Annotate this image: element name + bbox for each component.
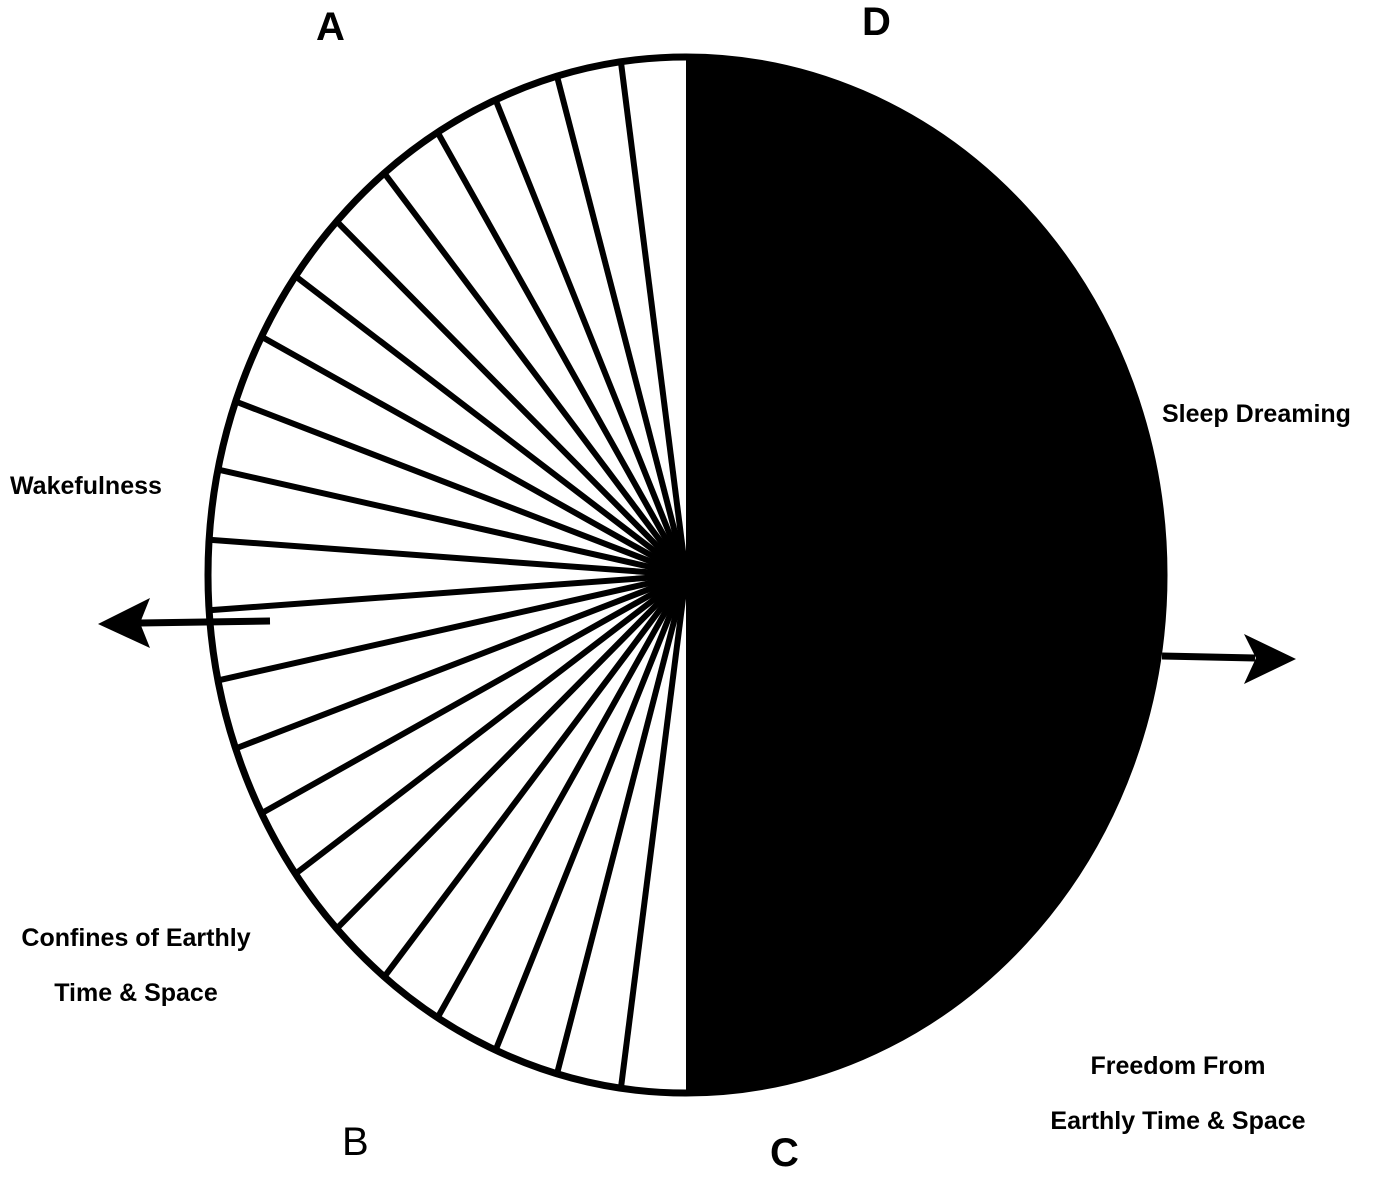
- dark-half: [686, 57, 1164, 1093]
- spoke-line: [293, 572, 688, 877]
- left-arrow: [98, 598, 271, 648]
- spoke-line: [260, 334, 688, 578]
- freedom-label: Freedom From Earthly Time & Space: [1036, 1039, 1320, 1149]
- spoke-line: [293, 273, 688, 578]
- spoke-line: [434, 130, 689, 577]
- spoke-line: [234, 572, 688, 752]
- spoke-line: [260, 572, 688, 816]
- letter-c: C: [770, 1131, 799, 1175]
- confines-label: Confines of Earthly Time & Space: [6, 911, 266, 1021]
- wakefulness-label: Wakefulness: [10, 472, 162, 500]
- spoke-line: [234, 398, 688, 578]
- circle-figure: [204, 53, 1168, 1097]
- wakefulness-spokes: [208, 61, 689, 1089]
- spoke-line: [217, 572, 687, 684]
- letter-b: B: [342, 1120, 369, 1164]
- right-arrow: [1161, 634, 1296, 684]
- spoke-line: [208, 536, 687, 578]
- spoke-line: [217, 466, 687, 578]
- spoke-line: [617, 574, 689, 1089]
- freedom-line-1: Freedom From: [1090, 1052, 1266, 1080]
- spoke-line: [554, 574, 689, 1075]
- spoke-line: [492, 573, 689, 1052]
- spoke-line: [434, 573, 689, 1020]
- confines-line-1: Confines of Earthly: [21, 924, 251, 952]
- spoke-line: [208, 572, 687, 614]
- spoke-line: [617, 61, 689, 576]
- letter-d: D: [862, 0, 891, 44]
- spoke-line: [381, 573, 689, 979]
- spoke-line: [381, 171, 689, 577]
- letter-a: A: [316, 5, 345, 49]
- spoke-line: [334, 572, 689, 931]
- sleep-dreaming-label: Sleep Dreaming: [1162, 400, 1351, 428]
- confines-line-2: Time & Space: [54, 979, 218, 1007]
- freedom-line-2: Earthly Time & Space: [1050, 1107, 1306, 1135]
- spoke-line: [334, 219, 689, 578]
- circle-outline: [204, 53, 1168, 1097]
- spoke-line: [492, 98, 689, 577]
- spoke-line: [554, 75, 689, 576]
